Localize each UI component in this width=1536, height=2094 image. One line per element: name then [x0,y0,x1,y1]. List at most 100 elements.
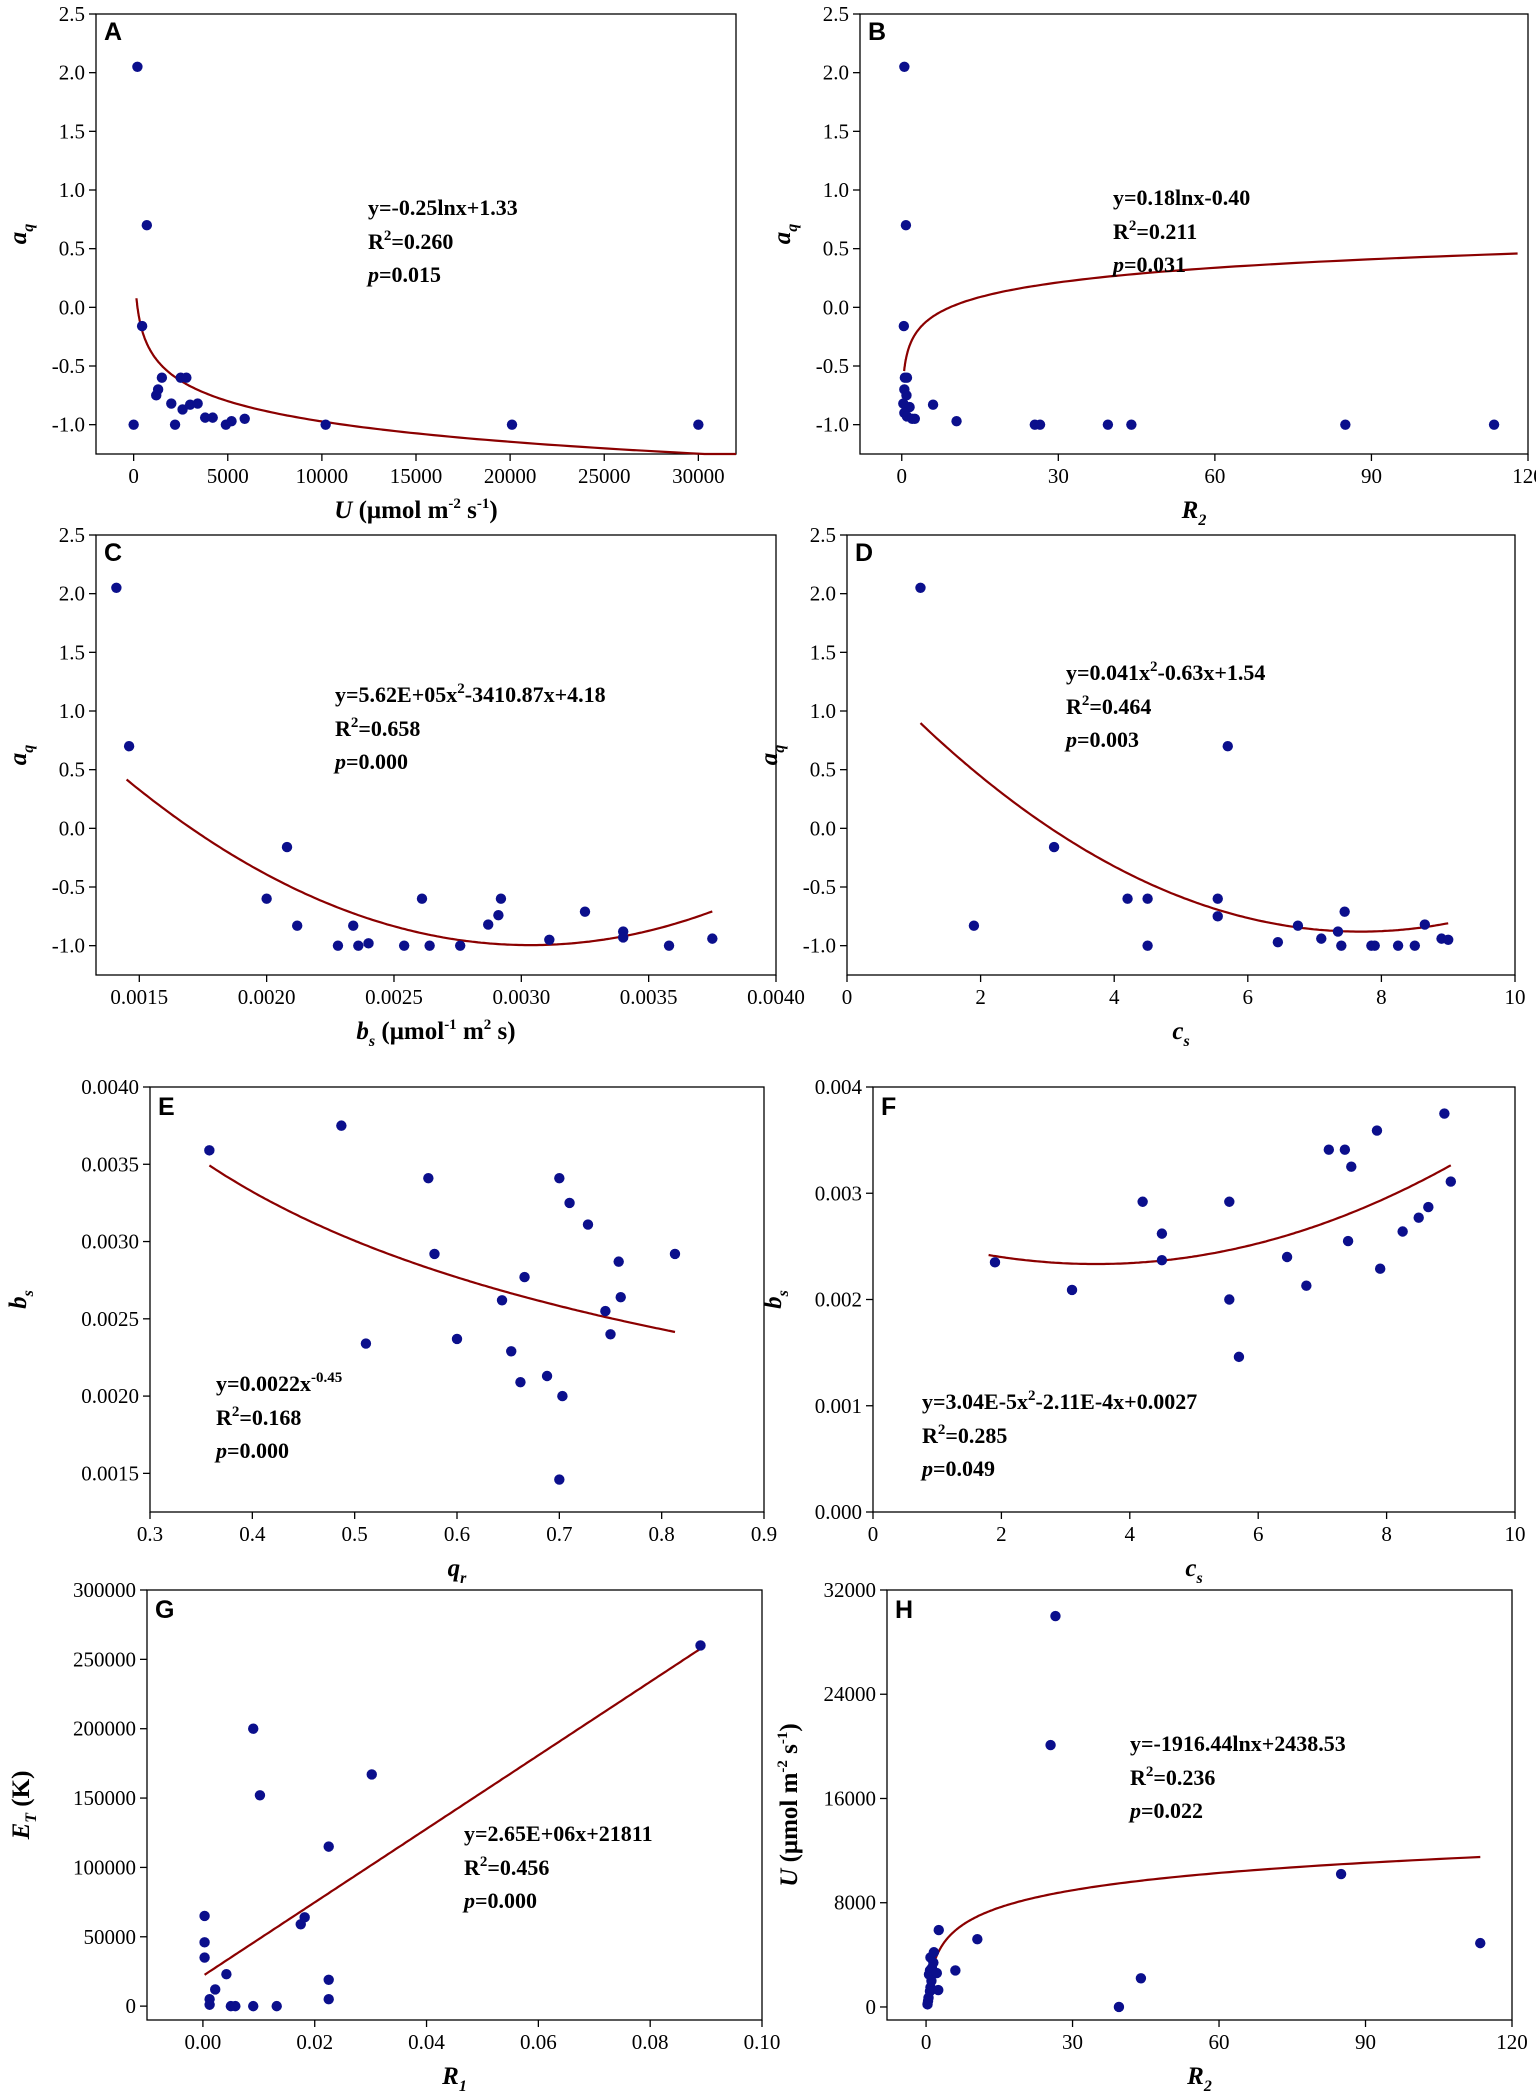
data-point [909,413,920,424]
x-tick-label: 0 [897,464,908,488]
data-point [922,1995,934,2007]
x-axis-label: U (μmol m-2 s-1) [334,496,497,524]
x-tick-label: 6 [1253,1522,1264,1546]
data-point [271,2000,282,2012]
fit-equation: y=5.62E+05x2-3410.87x+4.18 [335,681,606,707]
data-point [1272,936,1284,948]
data-point [1409,940,1421,951]
data-point [1126,419,1137,430]
data-point [901,372,913,383]
y-tick-label: 0.004 [815,1075,863,1099]
data-point [199,412,211,423]
y-tick-label: -1.0 [52,413,85,437]
x-tick-label: 0.6 [444,1522,470,1546]
r-squared: R2=0.260 [368,228,453,254]
data-point [360,1338,372,1349]
panel-b: 0 30 60 90 120 -1.0 -0.5 0.0 0.5 1.0 1.5 2.0 2.5 B R2 a… [769,2,1536,529]
data-point [615,1291,626,1303]
x-axis-label: cs [1172,1018,1189,1050]
fit-equation: y=-1916.44lnx+2438.53 [1130,1731,1346,1756]
data-point [1156,1228,1168,1239]
panel-h: 0 30 60 90 120 0 8000 16000 24000 32000 H R2 U (μmol… [775,1578,1528,2094]
x-tick-label: 6 [1243,985,1254,1009]
x-tick-label: 8 [1376,985,1387,1009]
y-tick-label: 0.5 [823,237,849,261]
panel-f: 0 2 4 6 8 10 0.000 0.001 0.002 0.003 0.004 Fcs bs y=3… [760,1075,1526,1587]
x-tick-label: 90 [1361,464,1382,488]
r-squared: R2=0.285 [922,1422,1007,1448]
fit-equation: y=0.0022x-0.45 [216,1370,342,1396]
y-tick-label: 0.000 [815,1500,862,1524]
y-tick-label: 1.0 [810,699,836,723]
data-point [1439,1108,1450,1119]
y-tick-label: 300000 [73,1578,136,1602]
r-squared: R2=0.211 [1113,218,1197,244]
x-tick-label: 30 [1062,2030,1083,2054]
p-value: p=0.000 [462,1888,537,1913]
x-tick-label: 60 [1209,2030,1230,2054]
data-point [519,1271,530,1283]
y-tick-label: 0 [866,1995,877,2019]
data-point [1301,1280,1312,1291]
data-point [900,220,912,231]
x-tick-label: 0.02 [296,2030,333,2054]
p-value: p=0.031 [1111,252,1186,277]
data-point [1475,1937,1486,1949]
data-point [424,940,435,951]
y-tick-label: -1.0 [816,413,849,437]
y-tick-label: 1.5 [810,640,836,664]
fit-equation: y=0.041x2-0.63x+1.54 [1066,659,1265,685]
y-tick-label: 0.001 [815,1394,862,1418]
x-tick-label: 0 [868,1522,879,1546]
y-axis-label: U (μmol m-2 s-1) [775,1723,803,1886]
data-point [1034,419,1046,430]
data-point [669,1248,681,1260]
data-point [951,415,962,427]
y-tick-label: 1.0 [823,178,849,202]
data-point [1233,1351,1245,1363]
x-tick-label: 0.08 [632,2030,669,2054]
x-tick-label: 0 [921,2030,932,2054]
data-point [141,220,153,231]
y-tick-label: 16000 [824,1786,877,1810]
data-point [1135,1973,1147,1984]
plot-frame [846,534,1516,976]
data-point [496,1295,508,1306]
x-tick-label: 0.0020 [238,985,296,1009]
plot-frame [859,13,1529,455]
x-tick-label: 0.5 [342,1522,368,1546]
data-point [898,320,910,332]
y-axis-label: ET (K) [8,1771,40,1841]
p-value: p=0.000 [214,1438,289,1463]
data-point [663,940,675,951]
y-tick-label: 0.5 [810,758,836,782]
fit-curve [125,778,713,947]
x-tick-label: 4 [1109,985,1120,1009]
data-point [416,893,428,904]
panel-g: 0.00 0.02 0.04 0.06 0.08 0.10 0 50000 100000 1500… [8,1578,780,2094]
y-axis-label: bs [5,1290,37,1309]
data-point [600,1305,611,1317]
x-axis-label: R1 [441,2063,467,2094]
data-point [177,404,188,415]
data-point [617,932,629,943]
panel-letter: G [155,1596,174,1624]
p-value: p=0.049 [920,1456,995,1481]
fit-curve [135,298,736,456]
data-point [989,1257,1001,1268]
x-tick-label: 30000 [672,464,725,488]
y-tick-label: 0.5 [59,758,85,782]
fit-equation: y=3.04E-5x2-2.11E-4x+0.0027 [922,1388,1197,1414]
data-point [506,1346,517,1357]
x-tick-label: 0.0035 [620,985,678,1009]
y-tick-label: 0.003 [815,1181,862,1205]
data-point [933,1924,944,1936]
data-point [1339,906,1350,917]
y-tick-label: 0.5 [59,237,85,261]
y-tick-label: 2.0 [823,61,849,85]
data-point [1369,940,1380,951]
y-tick-label: 0.0015 [81,1461,139,1485]
data-point [226,415,237,427]
data-point [336,1120,347,1131]
data-point [363,938,374,949]
